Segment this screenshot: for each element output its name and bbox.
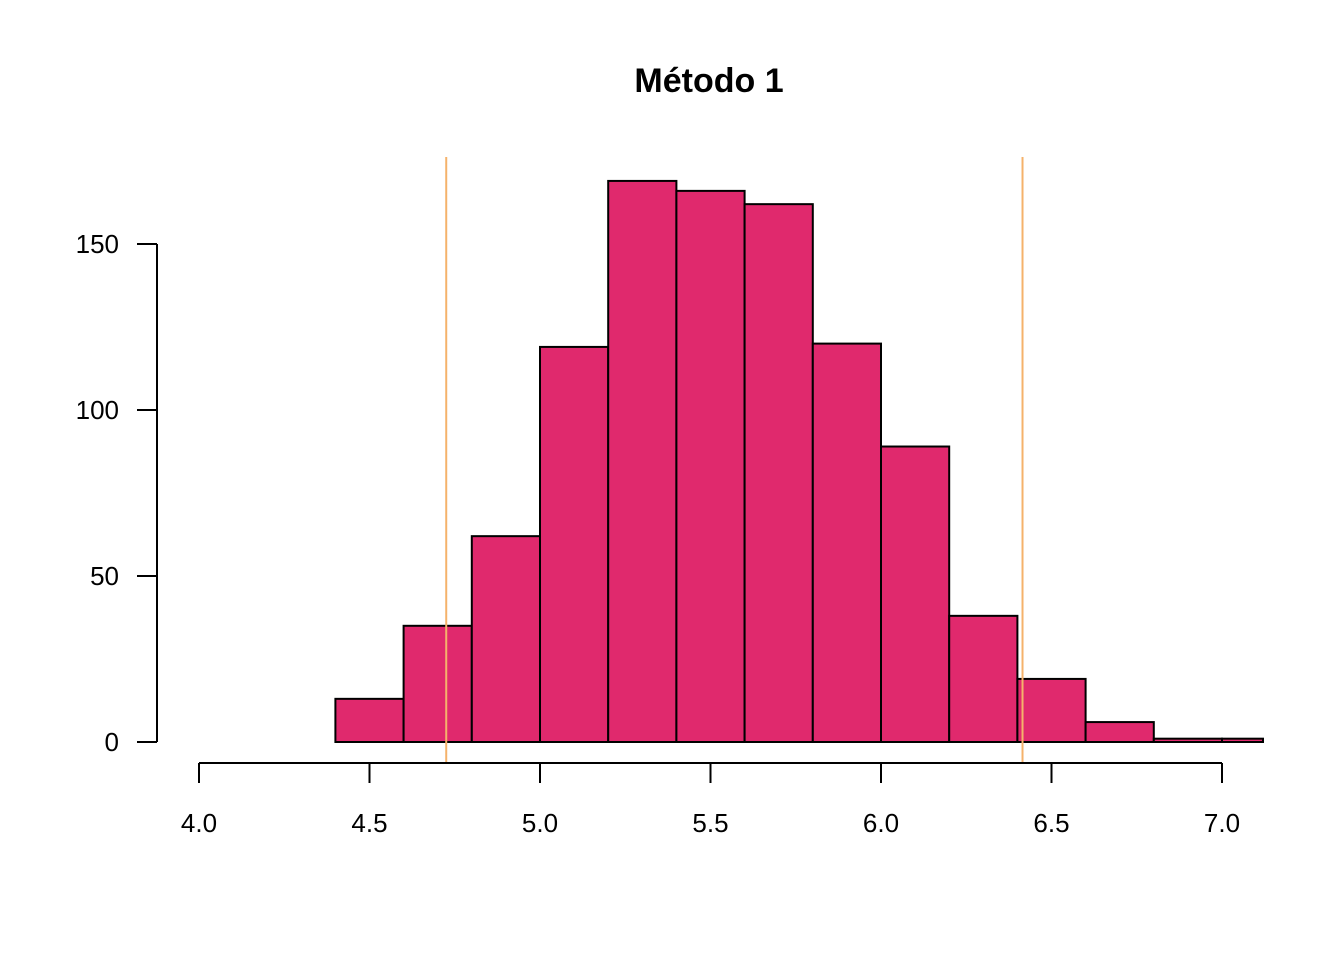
y-axis: 0 50 100 150 xyxy=(76,229,158,757)
x-tick-label: 6.0 xyxy=(863,808,899,838)
histogram-bar xyxy=(470,535,541,743)
histogram-bar xyxy=(539,345,610,743)
histogram-bar xyxy=(1152,737,1224,743)
x-axis: 4.0 4.5 5.0 5.5 6.0 6.5 7.0 xyxy=(181,762,1240,838)
histogram-bar xyxy=(334,697,405,744)
y-tick-label: 50 xyxy=(90,561,119,591)
histogram-bar xyxy=(675,189,746,743)
x-tick-label: 6.5 xyxy=(1033,808,1069,838)
y-tick-label: 0 xyxy=(105,727,119,757)
chart-title: Método 1 xyxy=(634,62,783,100)
histogram-bar xyxy=(1016,677,1087,743)
y-tick-label: 150 xyxy=(76,229,119,259)
histogram-bar xyxy=(607,179,678,744)
histogram-bar xyxy=(743,203,814,744)
histogram-bar xyxy=(1084,721,1155,744)
histogram-bars xyxy=(334,179,1264,744)
reference-lines xyxy=(445,157,1024,763)
x-tick-label: 4.0 xyxy=(181,808,217,838)
histogram-bar xyxy=(880,445,951,743)
x-tick-label: 4.5 xyxy=(351,808,387,838)
histogram-bar xyxy=(811,342,882,743)
x-tick-label: 7.0 xyxy=(1204,808,1240,838)
histogram-bar xyxy=(1221,737,1264,743)
histogram-bar xyxy=(948,614,1019,744)
histogram-bar xyxy=(402,624,473,743)
x-tick-label: 5.0 xyxy=(522,808,558,838)
x-tick-label: 5.5 xyxy=(692,808,728,838)
y-tick-label: 100 xyxy=(76,395,119,425)
